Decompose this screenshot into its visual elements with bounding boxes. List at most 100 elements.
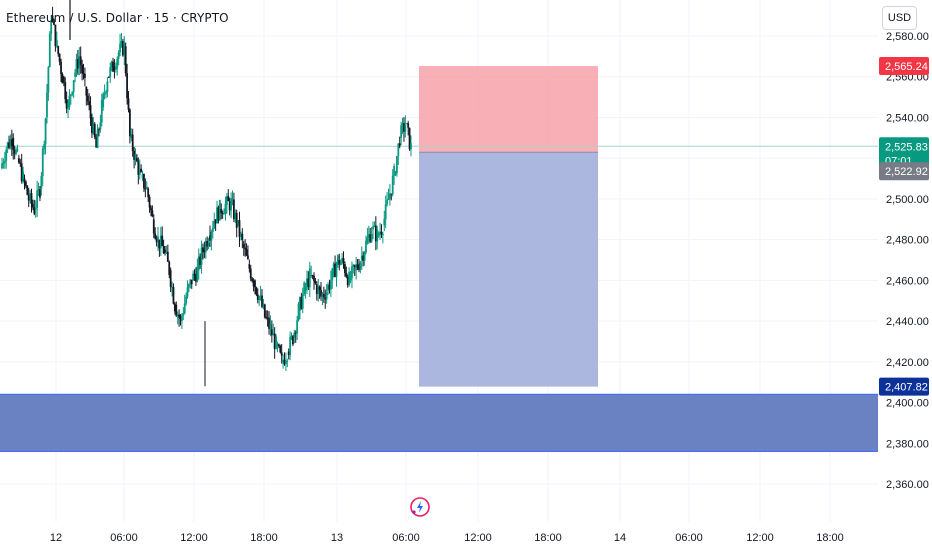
stop-price-badge-text: 2,565.24	[885, 61, 928, 73]
candle-body	[67, 102, 69, 109]
candle-body	[228, 200, 231, 211]
candle-body	[64, 82, 67, 100]
candle-body	[120, 41, 123, 44]
candle-body	[349, 278, 352, 281]
candle-body	[91, 117, 93, 134]
candle-body	[109, 67, 112, 78]
candle-body	[231, 199, 234, 203]
candle-body	[356, 264, 359, 268]
candle-body	[405, 123, 408, 125]
candle-body	[268, 317, 270, 329]
candle-body	[148, 197, 151, 208]
symbol-title: Ethereum / U.S. Dollar · 15 · CRYPTO	[6, 11, 229, 25]
candle-body	[103, 93, 106, 95]
x-tick-label: 12	[50, 532, 62, 544]
candle-body	[380, 231, 383, 235]
candle-body	[207, 243, 210, 247]
candle-body	[82, 73, 85, 75]
y-axis: 2,360.00 2,380.00 2,400.00 2,420.00 2,440.00…	[886, 31, 929, 491]
candle-body	[32, 204, 34, 208]
candle-body	[131, 134, 134, 152]
candle-body	[199, 256, 202, 265]
candle-body	[336, 255, 339, 265]
y-tick-label: 2,440.00	[886, 316, 929, 328]
candle-body	[362, 255, 365, 261]
candle-body	[110, 61, 113, 68]
target-zone	[419, 152, 598, 387]
candle-body	[342, 258, 345, 264]
candle-body	[46, 92, 48, 118]
candle-body	[145, 186, 148, 189]
candle-body	[126, 73, 128, 99]
x-tick-label: 18:00	[534, 532, 562, 544]
candle-body	[179, 317, 182, 319]
candle-body	[324, 297, 327, 300]
candle-body	[320, 290, 322, 297]
candle-body	[223, 213, 225, 215]
candle-body	[294, 332, 297, 334]
candle-body	[20, 163, 23, 182]
candle-body	[386, 199, 388, 205]
candle-body	[251, 278, 254, 282]
candle-body	[224, 203, 227, 214]
candle-body	[263, 304, 266, 318]
candle-body	[335, 264, 338, 278]
candle-body	[169, 270, 172, 287]
candle-body	[137, 161, 140, 175]
candle-body	[381, 234, 384, 236]
x-tick-label: 13	[331, 532, 343, 544]
candle-body	[276, 344, 279, 346]
candle-body	[398, 143, 401, 147]
currency-button[interactable]: USD	[882, 6, 917, 30]
candle-body	[157, 236, 159, 243]
candle-body	[282, 359, 284, 362]
candle-body	[123, 42, 126, 56]
y-tick-label: 2,480.00	[886, 235, 929, 247]
candle-body	[197, 256, 200, 271]
candle-body	[172, 286, 175, 304]
candle-body	[162, 245, 165, 254]
stop-zone	[419, 66, 598, 153]
candle-body	[366, 237, 369, 244]
candle-body	[107, 76, 110, 78]
candle-body	[203, 249, 206, 253]
candle-body	[352, 265, 355, 267]
candle-body	[331, 268, 334, 281]
candle-body	[60, 61, 62, 75]
candle-body	[221, 213, 224, 215]
candle-body	[360, 255, 363, 260]
candle-body	[272, 333, 275, 336]
candle-body	[127, 98, 130, 110]
candle-body	[327, 284, 329, 291]
candle-body	[40, 176, 43, 189]
candle-body	[314, 280, 317, 284]
candle-body	[54, 24, 57, 47]
candle-body	[384, 204, 387, 220]
candle-body	[113, 66, 116, 70]
candle-body	[372, 226, 374, 230]
candle-body	[92, 123, 95, 134]
candle-body	[16, 149, 19, 151]
candle-body	[105, 91, 107, 94]
candle-body	[155, 238, 158, 243]
last-price-text: 2,525.83	[885, 141, 928, 153]
candle-body	[136, 158, 138, 162]
candle-body	[388, 193, 391, 199]
candle-body	[19, 162, 22, 164]
candle-body	[17, 158, 20, 163]
candle-body	[159, 235, 162, 249]
candle-body	[252, 281, 255, 287]
candle-body	[106, 81, 109, 92]
logo-icon[interactable]	[410, 497, 430, 517]
candle-body	[13, 149, 16, 154]
candle-body	[171, 286, 173, 288]
candle-body	[301, 294, 304, 309]
candle-body	[76, 59, 79, 69]
candle-body	[321, 293, 324, 297]
candle-body	[9, 139, 12, 148]
x-tick-label: 06:00	[392, 532, 420, 544]
candle-body	[394, 173, 397, 175]
candle-body	[214, 219, 217, 224]
candle-body	[363, 252, 366, 261]
